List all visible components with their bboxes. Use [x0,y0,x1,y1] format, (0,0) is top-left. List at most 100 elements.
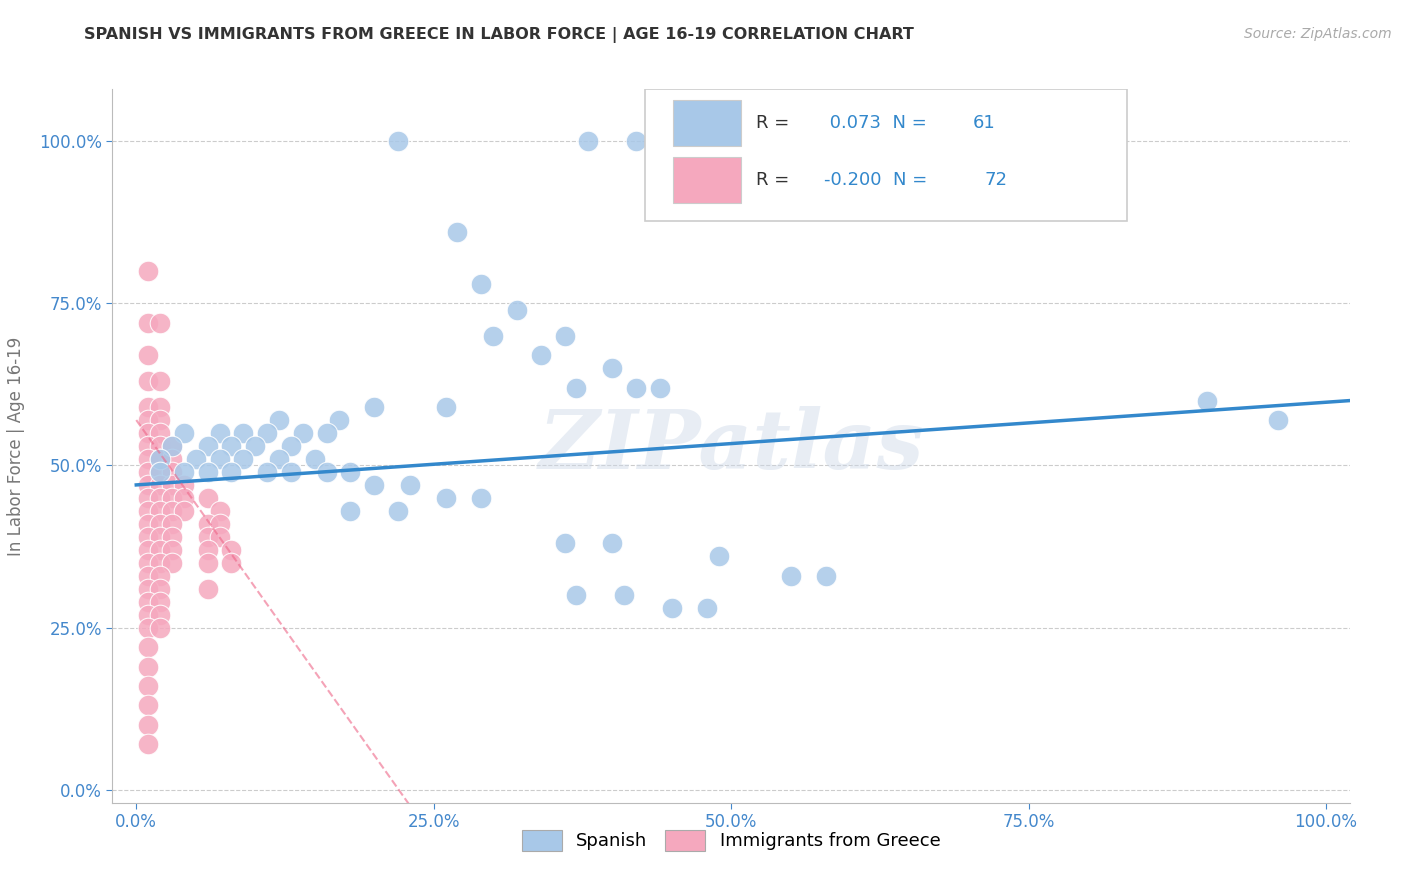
Point [136,582,159,596]
Point [197,542,219,557]
Point [197,491,219,505]
Point [221,465,243,479]
Point [363,400,385,414]
Point [160,516,183,531]
Point [136,400,159,414]
Point [648,381,671,395]
Point [149,542,172,557]
Point [149,413,172,427]
Text: 0.073  N =: 0.073 N = [824,114,932,132]
Point [173,478,195,492]
Point [600,536,623,550]
Point [1195,393,1218,408]
Point [136,413,159,427]
Point [506,302,529,317]
Point [136,738,159,752]
Point [136,465,159,479]
Point [696,601,718,615]
Point [149,607,172,622]
Point [136,698,159,713]
Text: -0.200  N =: -0.200 N = [824,171,934,189]
Point [624,381,647,395]
Point [197,465,219,479]
Point [149,621,172,635]
Point [709,549,731,564]
Point [1267,413,1289,427]
Point [136,425,159,440]
Point [470,491,492,505]
Point [149,465,172,479]
Point [363,478,385,492]
Point [256,465,278,479]
Point [339,504,361,518]
Point [149,452,172,467]
Point [136,374,159,388]
Point [197,556,219,570]
Point [554,536,576,550]
Point [208,425,231,440]
Point [267,452,290,467]
Point [160,465,183,479]
Point [136,621,159,635]
Point [173,504,195,518]
Point [136,542,159,557]
Point [197,582,219,596]
Point [136,452,159,467]
Point [149,582,172,596]
Legend: Spanish, Immigrants from Greece: Spanish, Immigrants from Greece [515,822,948,858]
Point [208,452,231,467]
Point [149,465,172,479]
Text: R =: R = [756,171,794,189]
Point [482,328,505,343]
Point [280,439,302,453]
Point [173,425,195,440]
Point [256,425,278,440]
Point [149,504,172,518]
Point [136,568,159,582]
Point [565,381,588,395]
Text: 61: 61 [973,114,995,132]
Point [136,504,159,518]
Point [470,277,492,291]
Point [136,264,159,278]
Point [160,478,183,492]
Point [136,439,159,453]
Point [136,478,159,492]
Point [208,504,231,518]
Point [685,134,707,148]
Point [661,601,683,615]
Point [245,439,267,453]
Point [197,516,219,531]
Point [136,718,159,732]
Point [173,491,195,505]
Point [291,425,314,440]
Point [815,568,838,582]
Point [446,225,468,239]
Point [221,556,243,570]
Point [173,465,195,479]
Point [328,413,350,427]
Point [339,465,361,479]
Point [160,530,183,544]
Point [387,134,409,148]
Point [149,516,172,531]
Point [232,452,254,467]
Point [779,568,801,582]
Text: 72: 72 [984,171,1008,189]
Point [554,328,576,343]
FancyBboxPatch shape [644,89,1128,221]
Point [197,439,219,453]
Bar [673,100,741,146]
Point [136,679,159,693]
Point [280,465,302,479]
Point [160,542,183,557]
Point [624,134,647,148]
Point [197,530,219,544]
Point [160,504,183,518]
Point [221,439,243,453]
Point [136,316,159,330]
Point [530,348,553,362]
Point [399,478,422,492]
Point [149,568,172,582]
Point [149,595,172,609]
